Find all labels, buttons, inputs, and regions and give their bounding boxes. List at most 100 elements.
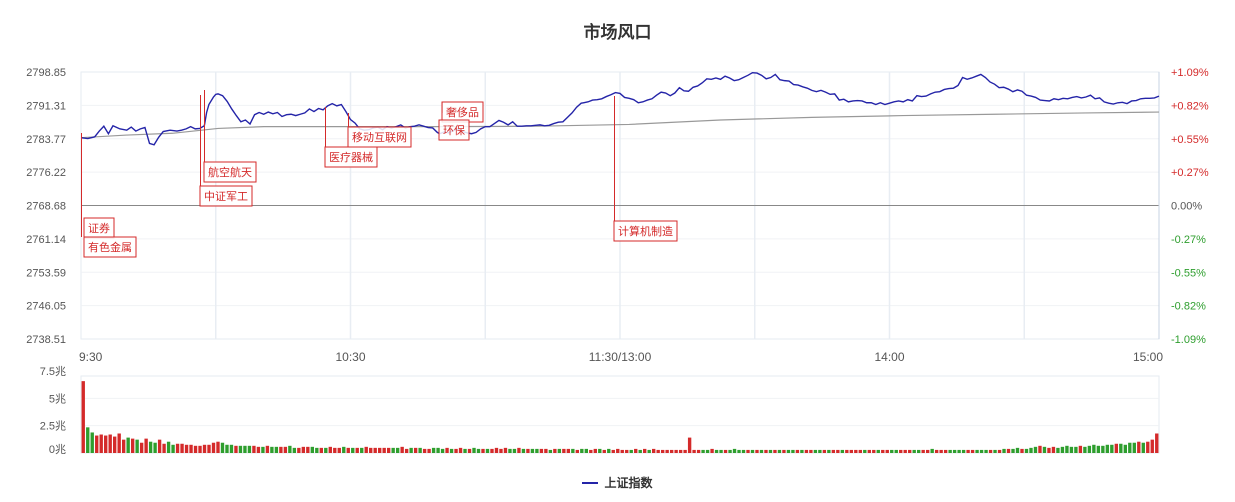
annotation-label: 中证军工	[204, 190, 248, 203]
volume-bar	[261, 446, 265, 453]
volume-bar	[297, 447, 301, 453]
annotation-box	[203, 161, 257, 183]
volume-bar	[422, 448, 427, 453]
y-tick-right: -0.82%	[1171, 301, 1206, 313]
volume-bar	[854, 449, 858, 453]
volume-bar	[634, 448, 638, 453]
volume-bar	[472, 447, 476, 453]
annotation-box	[83, 236, 137, 258]
volume-bar	[602, 449, 606, 453]
volume-bar	[647, 449, 651, 453]
volume-bar	[593, 448, 597, 453]
legend[interactable]: 上证指数	[0, 474, 1235, 491]
annotation-label: 医疗器械	[329, 150, 373, 164]
volume-bar	[283, 446, 288, 453]
volume-bar	[1087, 445, 1092, 453]
x-tick: 9:30	[79, 350, 103, 364]
volume-bar	[130, 438, 135, 453]
volume-bar	[746, 449, 750, 453]
volume-bar	[660, 449, 665, 453]
index-price-line	[80, 71, 1160, 146]
volume-bar	[966, 449, 970, 453]
volume-bar	[449, 448, 454, 453]
volume-bar	[1002, 448, 1006, 453]
volume-bar	[256, 446, 261, 453]
volume-bar	[1150, 439, 1154, 453]
y-tick-left: 2761.14	[26, 234, 66, 246]
volume-bar	[171, 444, 175, 453]
volume-bar	[1078, 445, 1083, 453]
volume-bar	[508, 448, 512, 453]
y-tick-left: 2753.59	[26, 267, 66, 279]
axes-layer: 2798.85 2791.31 2783.77 2776.22 2768.68 2761.…	[26, 67, 1209, 456]
volume-bar	[1074, 446, 1078, 453]
volume-bar	[759, 449, 764, 453]
volume-bar	[400, 446, 404, 453]
volume-bar	[467, 448, 472, 453]
volume-bar	[795, 449, 800, 453]
volume-bar	[440, 448, 445, 453]
volume-bar	[925, 449, 930, 453]
volume-bar	[580, 448, 584, 453]
volume-bar	[526, 448, 530, 453]
volume-bar	[409, 447, 413, 453]
volume-bar	[705, 449, 710, 453]
volume-bar	[234, 445, 238, 453]
volume-bar	[445, 447, 449, 453]
volume-bar	[499, 448, 503, 453]
volume-bar	[625, 449, 629, 453]
annotation-label: 环保	[443, 123, 465, 137]
y-tick-right: 0.00%	[1171, 201, 1202, 213]
volume-bar	[333, 447, 337, 453]
annotation-label: 计算机制造	[618, 224, 673, 238]
volume-bar	[1137, 441, 1141, 453]
legend-swatch	[582, 481, 599, 484]
volume-bar	[912, 449, 916, 453]
volume-bar	[611, 449, 615, 453]
volume-bar	[894, 449, 898, 453]
volume-bar	[1065, 445, 1069, 453]
volume-bar	[1092, 444, 1096, 453]
volume-bar	[193, 445, 198, 453]
volume-bar	[710, 448, 714, 453]
volume-bar	[139, 442, 144, 453]
volume-bar	[1029, 447, 1033, 453]
volume-bar	[804, 449, 809, 453]
volume-bar	[903, 449, 907, 453]
volume-bar	[696, 449, 701, 453]
volume-bar	[997, 449, 1002, 453]
volume-bar	[1015, 447, 1020, 453]
volume-bar	[786, 449, 791, 453]
chart-title: 市场风口	[583, 23, 652, 42]
volume-bar	[382, 447, 386, 453]
volume-bar	[665, 449, 669, 453]
volume-bar	[1056, 447, 1060, 453]
volume-y-tick: 5兆	[49, 392, 66, 405]
volume-bar	[99, 434, 103, 453]
volume-bar	[975, 449, 979, 453]
volume-bar	[481, 448, 485, 453]
volume-bar	[768, 449, 773, 453]
volume-bar	[764, 449, 768, 453]
volume-bar	[418, 447, 422, 453]
volume-bar	[571, 448, 575, 453]
volume-bar	[512, 448, 517, 453]
volume-bar	[885, 449, 889, 453]
volume-bar	[566, 448, 571, 453]
volume-bar	[1146, 441, 1150, 453]
volume-bar	[395, 447, 400, 453]
volume-bar	[669, 449, 674, 453]
volume-bar	[274, 446, 279, 453]
volume-bar	[535, 448, 539, 453]
volume-bar	[364, 446, 368, 453]
volume-bar	[517, 447, 521, 453]
y-tick-left: 2798.85	[26, 67, 66, 79]
volume-bar	[687, 437, 692, 453]
annotation-box	[347, 126, 412, 148]
annotation-box	[438, 119, 470, 141]
volume-bar	[104, 435, 108, 453]
annotation-label: 移动互联网	[352, 131, 407, 144]
volume-bar	[184, 444, 189, 453]
volume-bar	[81, 381, 85, 453]
volume-bar	[386, 447, 391, 453]
